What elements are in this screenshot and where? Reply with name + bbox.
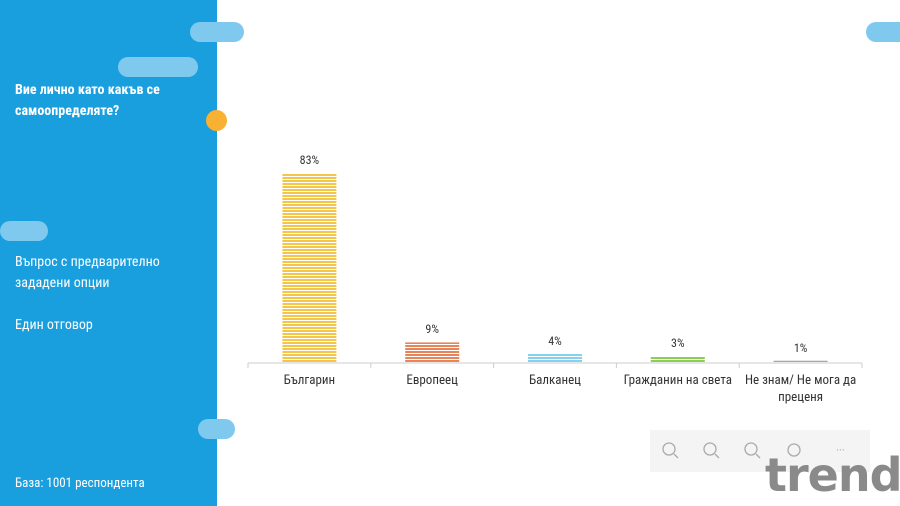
- value-label: 83%: [299, 153, 320, 167]
- zoom-out-icon[interactable]: [703, 442, 717, 456]
- note: Един отговор: [15, 317, 93, 333]
- decor-pill: [0, 221, 48, 241]
- side-panel: [0, 0, 217, 506]
- x-tick-label: Българин: [283, 373, 336, 388]
- question-title: Вие лично като какъв се самоопределяте?: [15, 82, 160, 119]
- toolbar: ···: [650, 430, 870, 472]
- value-label: 3%: [671, 336, 685, 351]
- more-icon[interactable]: ···: [836, 443, 845, 457]
- reset-icon[interactable]: [787, 443, 801, 457]
- decor-pill: [118, 57, 198, 77]
- bar: [405, 342, 460, 363]
- bar: [773, 360, 828, 363]
- base-note: База: 1001 респондента: [15, 476, 145, 491]
- value-label: 4%: [548, 333, 562, 348]
- x-tick-label: Не знам/ Не мога да преценя: [744, 373, 857, 405]
- zoom-in-icon[interactable]: [662, 442, 676, 456]
- value-label: 1%: [793, 340, 808, 355]
- value-label: 9%: [425, 322, 439, 337]
- decor-pill: [198, 419, 235, 439]
- decor-pill: [190, 22, 244, 42]
- subtitle: Въпрос с предварително зададени опции: [15, 254, 160, 291]
- x-tick-label: Балканец: [528, 373, 581, 388]
- decor-pill: [866, 22, 900, 42]
- x-tick-label: Гражданин на света: [623, 373, 732, 388]
- x-tick-label: Европеец: [406, 373, 458, 388]
- bar: [282, 173, 337, 363]
- bar: [650, 356, 705, 363]
- search-icon[interactable]: [744, 442, 758, 456]
- decor-dot: [206, 110, 227, 131]
- bar: [528, 353, 582, 363]
- toolbar-icons: ···: [662, 442, 845, 459]
- logo: trend: [765, 448, 900, 502]
